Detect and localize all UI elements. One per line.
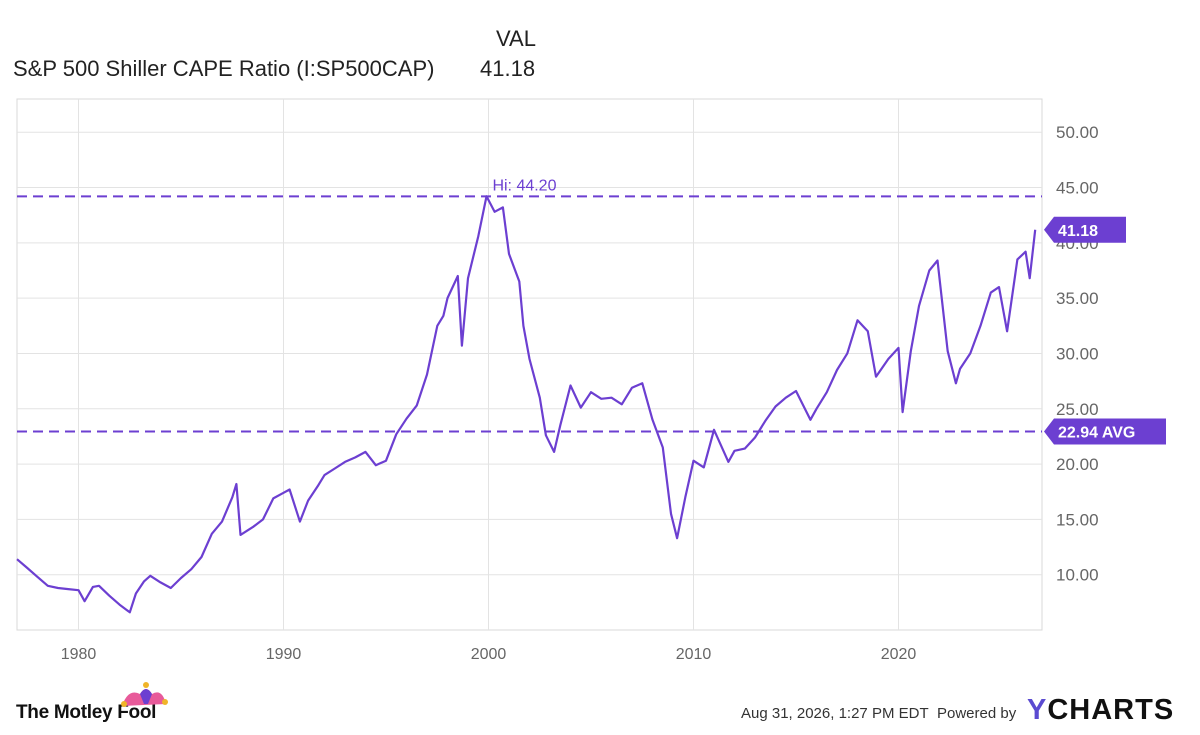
x-tick-label: 1990 [266,646,302,663]
x-tick-label: 2000 [471,646,507,663]
motley-fool-logo[interactable]: The Motley Fool [16,702,157,723]
ycharts-logo[interactable]: YCHARTS [1027,694,1174,727]
timestamp: Aug 31, 2026, 1:27 PM EDT [741,705,929,722]
x-tick-label: 1980 [61,646,97,663]
current-value-flag-text: 41.18 [1058,223,1098,240]
cape-series-line[interactable] [16,195,1037,614]
y-tick-label: 20.00 [1056,455,1099,474]
value-column-label: VAL [496,26,536,51]
ycharts-logo-y: Y [1027,694,1048,726]
current-value-flag [1044,216,1126,243]
chart-header: VAL S&P 500 Shiller CAPE Ratio (I:SP500C… [0,0,1200,95]
y-tick-label: 15.00 [1056,510,1099,529]
powered-by-label: Powered by [937,705,1017,722]
y-tick-label: 45.00 [1056,179,1099,198]
y-tick-label: 25.00 [1056,400,1099,419]
x-tick-label: 2020 [881,646,917,663]
y-tick-label: 10.00 [1056,566,1099,585]
average-value-flag [1044,418,1166,445]
y-tick-label: 30.00 [1056,344,1099,363]
series-current-value: 41.18 [480,56,536,81]
high-label: Hi: 44.20 [492,177,556,194]
jester-hat-icon [121,682,168,707]
ycharts-logo-rest: CHARTS [1047,694,1175,726]
chart-footer: The Motley Fool Aug 31, 2026, 1:27 PM ED… [0,680,1200,735]
x-tick-label: 2010 [676,646,712,663]
y-tick-label: 50.00 [1056,123,1099,142]
cape-ratio-chart[interactable]: 1980 1990 2000 2010 2020 10.00 15.00 20.00 25.00… [0,0,1200,680]
series-name[interactable]: S&P 500 Shiller CAPE Ratio (I:SP500CAP) [13,56,435,81]
average-value-flag-text: 22.94 AVG [1058,425,1135,442]
y-tick-label: 35.00 [1056,289,1099,308]
